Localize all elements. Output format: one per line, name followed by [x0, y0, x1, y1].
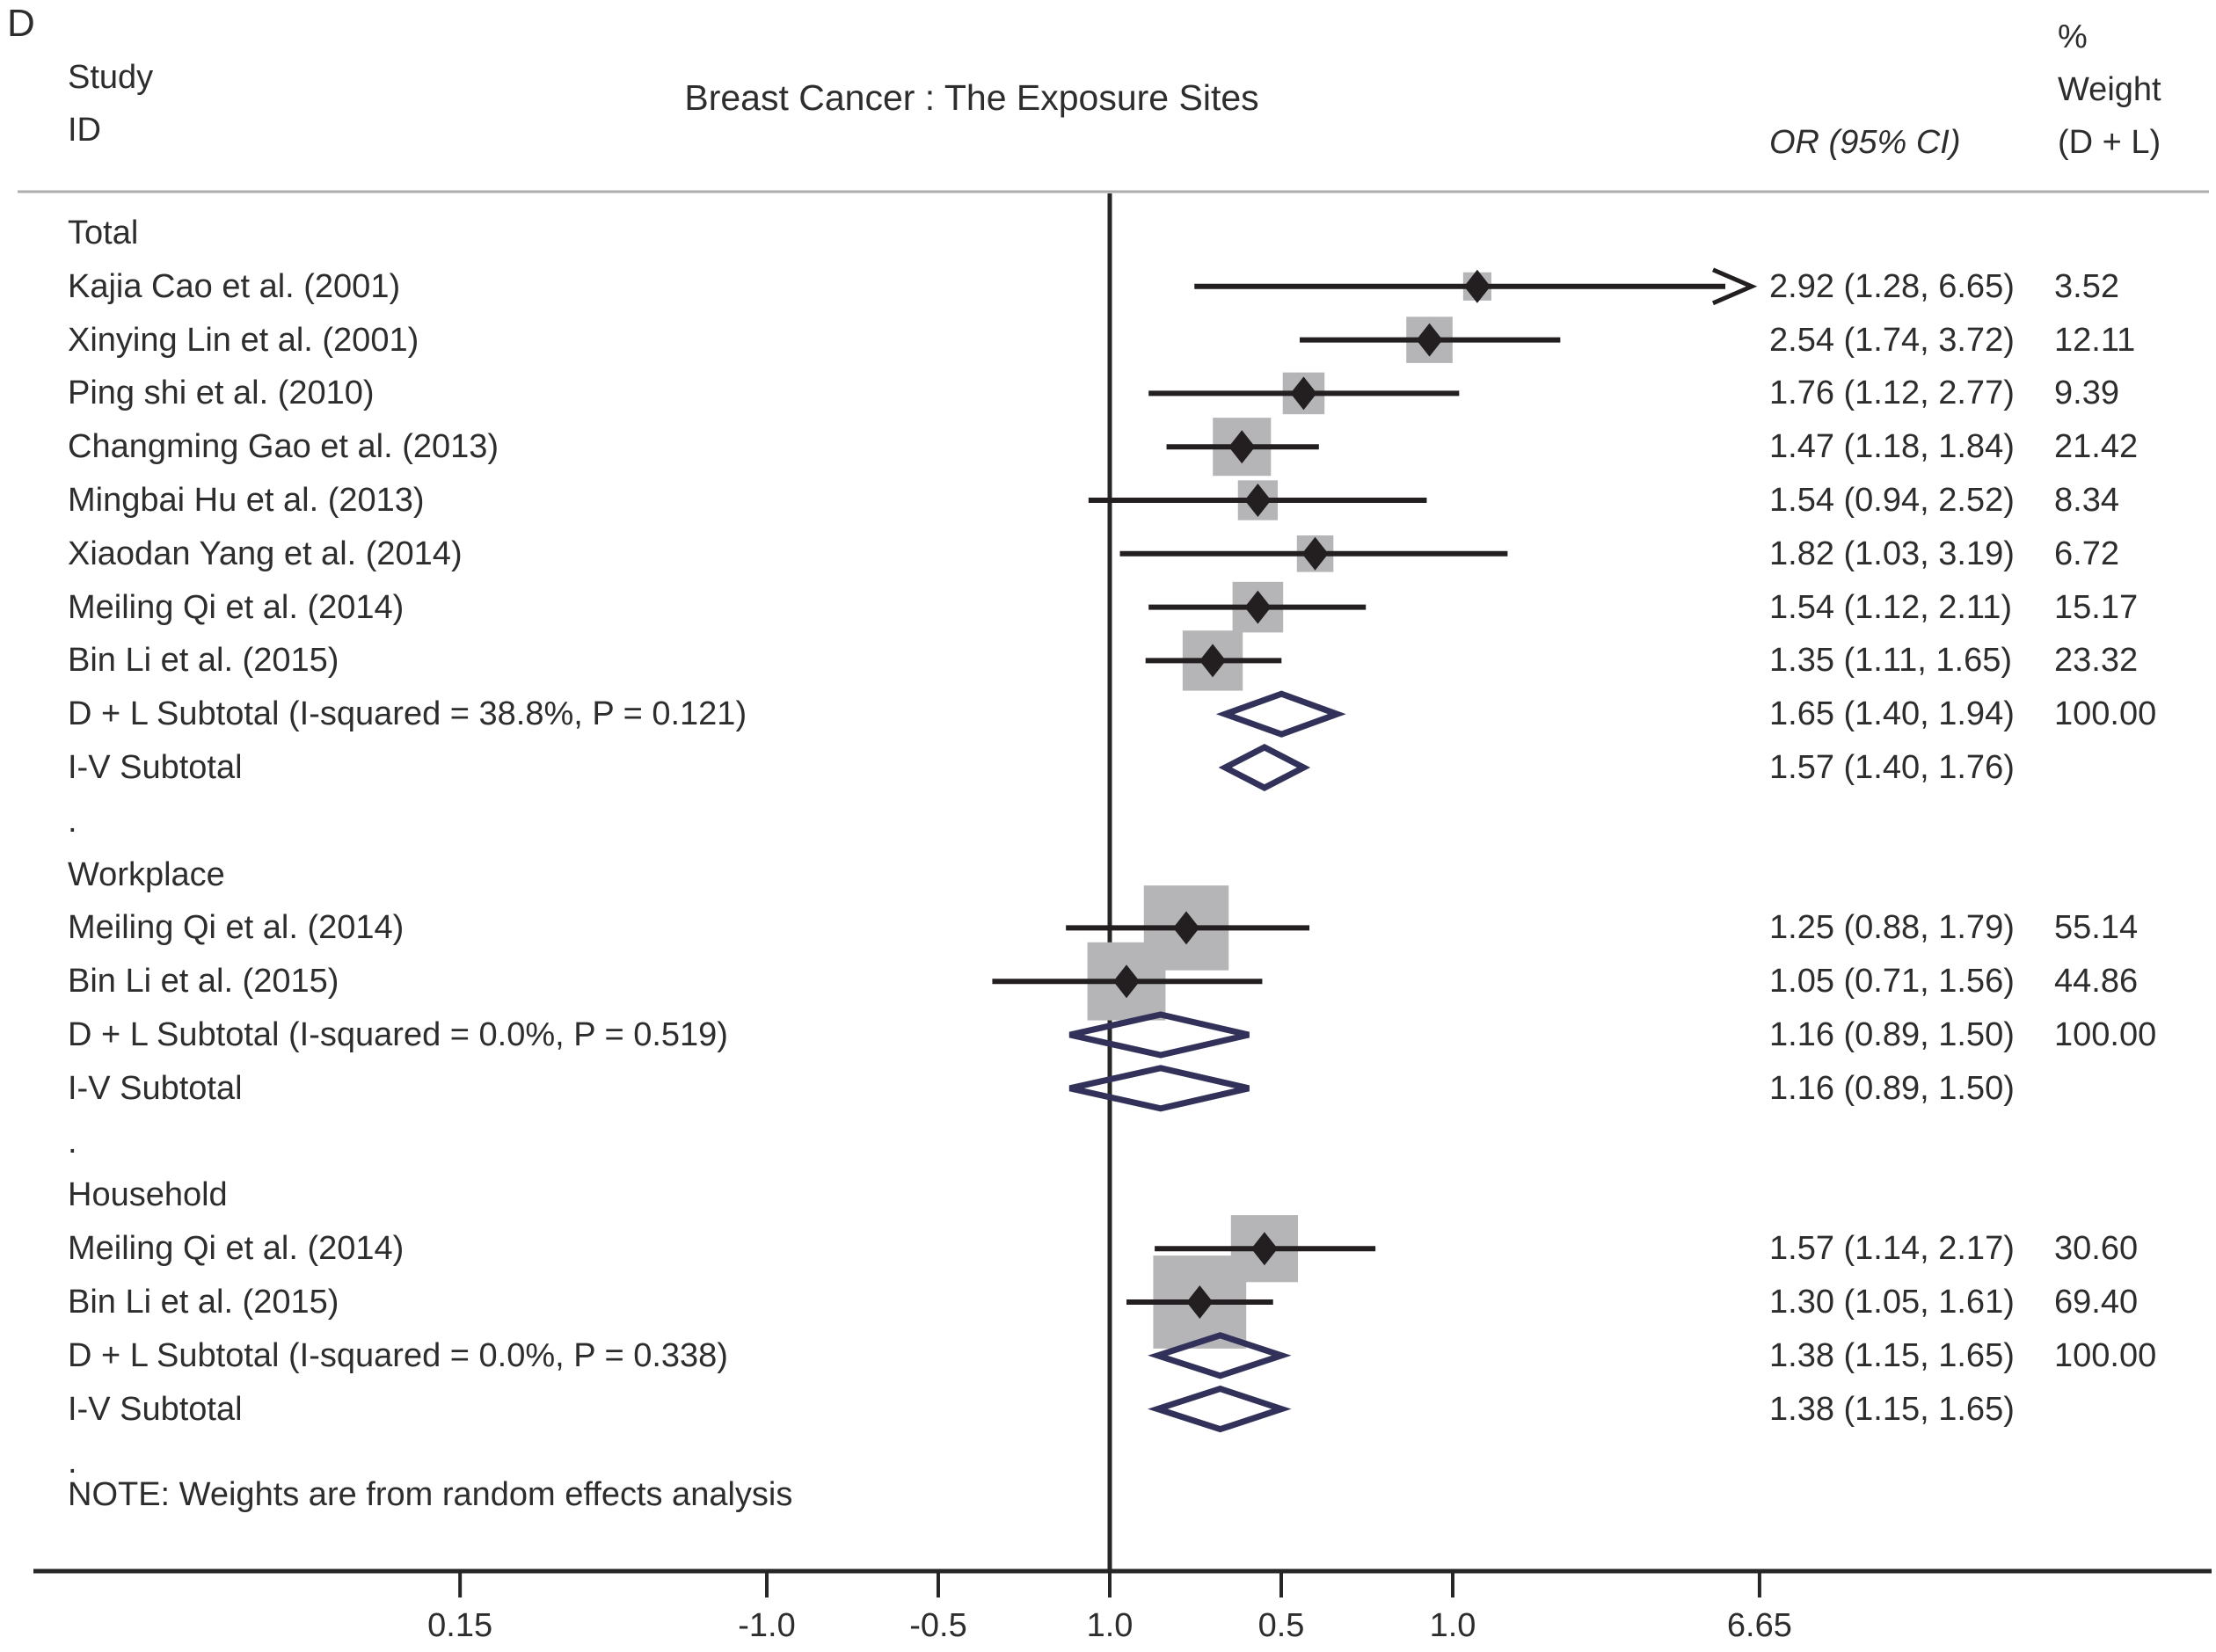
or-value: 2.54 (1.74, 3.72) — [1769, 321, 2015, 359]
or-value: 1.57 (1.14, 2.17) — [1769, 1230, 2015, 1268]
study-label: Ping shi et al. (2010) — [68, 375, 375, 412]
arrow-right-icon — [1712, 267, 1758, 306]
weight-value: 23.32 — [2054, 642, 2139, 680]
summary-label: D + L Subtotal (I-squared = 0.0%, P = 0.… — [68, 1336, 728, 1374]
weight-value: 100.00 — [2054, 1016, 2157, 1053]
summary-label: I-V Subtotal — [68, 1390, 243, 1428]
or-value: 1.30 (1.05, 1.61) — [1769, 1284, 2015, 1321]
weight-value: 9.39 — [2054, 375, 2119, 412]
weight-value: 30.60 — [2054, 1230, 2139, 1268]
point-marker — [1290, 376, 1317, 411]
study-label: Changming Gao et al. (2013) — [68, 428, 499, 466]
axis-tick-label: -1.0 — [738, 1607, 796, 1644]
point-marker — [1199, 644, 1227, 678]
axis-tick-label: -0.5 — [909, 1607, 967, 1644]
or-value: 1.54 (1.12, 2.11) — [1769, 588, 2013, 626]
or-value: 1.54 (0.94, 2.52) — [1769, 482, 2015, 519]
summary-diamond — [1068, 1065, 1250, 1112]
group-header: Total — [68, 215, 139, 251]
weight-value: 21.42 — [2054, 428, 2139, 466]
group-header: Workplace — [68, 855, 225, 893]
point-marker — [1244, 590, 1272, 624]
point-marker — [1113, 964, 1141, 999]
study-label: Meiling Qi et al. (2014) — [68, 1230, 405, 1268]
axis-tick-label: 6.65 — [1726, 1607, 1792, 1644]
study-label: Kajia Cao et al. (2001) — [68, 267, 401, 305]
weight-value: 3.52 — [2054, 267, 2119, 305]
col-header-id: ID — [68, 112, 101, 149]
summary-diamond — [1148, 1385, 1292, 1433]
study-label: Mingbai Hu et al. (2013) — [68, 482, 425, 519]
summary-label: I-V Subtotal — [68, 749, 243, 786]
axis-tick-label: 1.0 — [1429, 1607, 1476, 1644]
study-label: Meiling Qi et al. (2014) — [68, 588, 405, 626]
group-separator: . — [68, 1444, 77, 1481]
point-marker — [1250, 1232, 1278, 1266]
summary-label: D + L Subtotal (I-squared = 0.0%, P = 0.… — [68, 1016, 728, 1053]
col-header-weight-model: (D + L) — [2058, 124, 2161, 161]
or-value: 1.76 (1.12, 2.77) — [1769, 375, 2015, 412]
point-marker — [1186, 1285, 1214, 1319]
or-value: 1.16 (0.89, 1.50) — [1769, 1069, 2015, 1107]
group-separator: . — [68, 802, 77, 840]
weight-value: 8.34 — [2054, 482, 2119, 519]
figure-title: Breast Cancer : The Exposure Sites — [684, 77, 1259, 118]
study-label: Bin Li et al. (2015) — [68, 963, 339, 1001]
point-marker — [1228, 430, 1256, 464]
summary-label: D + L Subtotal (I-squared = 38.8%, P = 0… — [68, 695, 747, 733]
col-header-weight: Weight — [2058, 71, 2161, 108]
weight-value: 100.00 — [2054, 1336, 2157, 1374]
study-label: Bin Li et al. (2015) — [68, 1284, 339, 1321]
study-label: Xiaodan Yang et al. (2014) — [68, 535, 463, 572]
or-value: 1.38 (1.15, 1.65) — [1769, 1336, 2015, 1374]
summary-diamond — [1148, 1332, 1292, 1379]
or-value: 1.05 (0.71, 1.56) — [1769, 963, 2015, 1001]
or-value: 1.38 (1.15, 1.65) — [1769, 1390, 2015, 1428]
summary-diamond — [1218, 744, 1311, 791]
or-value: 1.65 (1.40, 1.94) — [1769, 695, 2015, 733]
study-label: Xinying Lin et al. (2001) — [68, 321, 419, 359]
weight-value: 69.40 — [2054, 1284, 2139, 1321]
point-marker — [1416, 323, 1443, 357]
col-header-or: OR (95% CI) — [1769, 124, 1961, 161]
col-header-weight-pct: % — [2058, 18, 2088, 55]
weight-value: 44.86 — [2054, 963, 2139, 1001]
or-value: 1.25 (0.88, 1.79) — [1769, 909, 2015, 947]
col-header-study: Study — [68, 59, 154, 96]
note: NOTE: Weights are from random effects an… — [68, 1476, 793, 1513]
or-value: 1.47 (1.18, 1.84) — [1769, 428, 2015, 466]
study-label: Meiling Qi et al. (2014) — [68, 909, 405, 947]
point-marker — [1463, 269, 1491, 303]
point-marker — [1173, 911, 1200, 945]
study-label: Bin Li et al. (2015) — [68, 642, 339, 680]
group-header: Household — [68, 1176, 228, 1214]
axis-tick-label: 1.0 — [1086, 1607, 1134, 1644]
axis-tick-label: 0.5 — [1257, 1607, 1305, 1644]
panel-label: D — [7, 2, 35, 45]
summary-label: I-V Subtotal — [68, 1069, 243, 1107]
or-value: 1.35 (1.11, 1.65) — [1769, 642, 2013, 680]
or-value: 1.57 (1.40, 1.76) — [1769, 749, 2015, 786]
summary-diamond — [1068, 1011, 1250, 1059]
weight-value: 6.72 — [2054, 535, 2119, 572]
weight-value: 55.14 — [2054, 909, 2139, 947]
weight-value: 12.11 — [2054, 321, 2136, 359]
or-value: 1.16 (0.89, 1.50) — [1769, 1016, 2015, 1053]
summary-diamond — [1215, 690, 1346, 738]
or-value: 1.82 (1.03, 3.19) — [1769, 535, 2015, 572]
or-value: 2.92 (1.28, 6.65) — [1769, 267, 2015, 305]
weight-value: 100.00 — [2054, 695, 2157, 733]
group-separator: . — [68, 1123, 77, 1161]
point-marker — [1244, 484, 1272, 517]
point-marker — [1301, 536, 1329, 571]
axis-tick-label: 0.15 — [427, 1607, 493, 1644]
weight-value: 15.17 — [2054, 588, 2139, 626]
